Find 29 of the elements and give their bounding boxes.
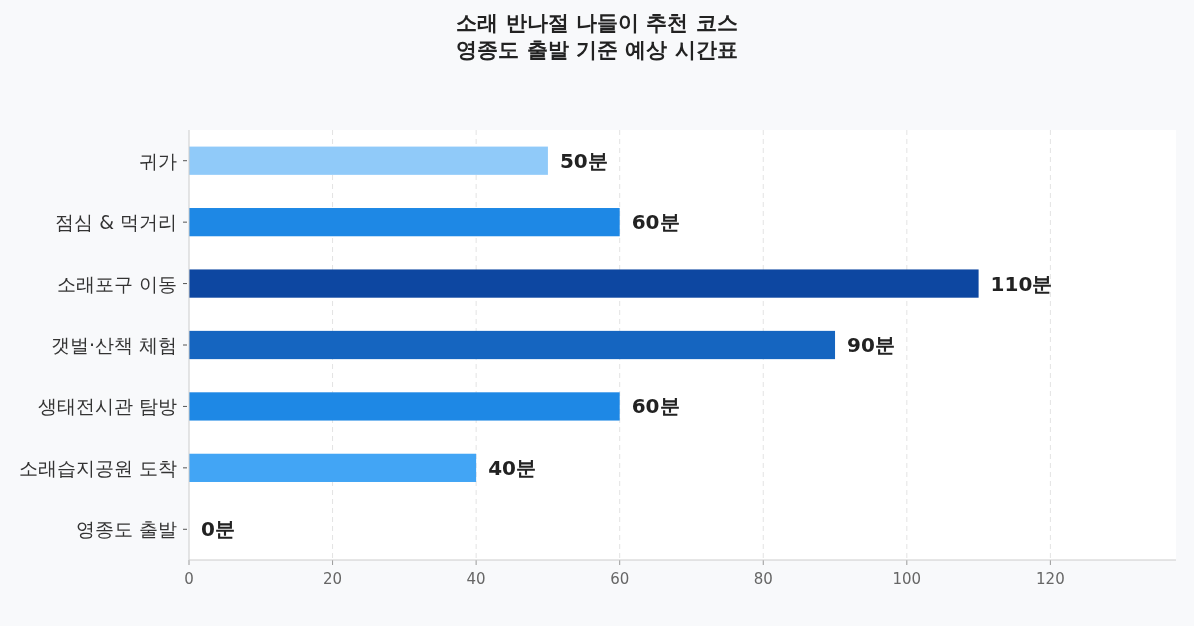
x-tick-label: 80 bbox=[753, 570, 773, 588]
data-label: 60분 bbox=[631, 394, 680, 419]
chart-title: 소래 반나절 나들이 추천 코스 bbox=[456, 11, 738, 35]
bar bbox=[189, 146, 548, 175]
data-label: 0분 bbox=[201, 517, 235, 542]
bar bbox=[189, 269, 979, 298]
x-tick-label: 40 bbox=[466, 570, 486, 588]
y-tick-label: 갯벌·산책 체험 bbox=[50, 334, 177, 356]
y-tick-label: 영종도 출발 bbox=[75, 518, 177, 541]
bar bbox=[189, 330, 836, 360]
y-tick-label: 귀가 bbox=[139, 149, 177, 172]
y-tick-label: 소래습지공원 도착 bbox=[18, 456, 177, 479]
bar bbox=[189, 392, 620, 421]
x-tick-label: 60 bbox=[610, 570, 630, 588]
data-label: 60분 bbox=[631, 210, 680, 235]
chart-subtitle: 영종도 출발 기준 예상 시간표 bbox=[456, 38, 738, 62]
bar bbox=[189, 208, 620, 237]
data-label: 110분 bbox=[990, 271, 1053, 296]
y-tick-label: 생태전시관 탐방 bbox=[37, 395, 177, 418]
y-tick-label: 소래포구 이동 bbox=[56, 272, 177, 295]
data-label: 90분 bbox=[847, 333, 895, 357]
bar bbox=[189, 453, 477, 482]
x-tick-label: 120 bbox=[1036, 570, 1065, 588]
data-label: 50분 bbox=[559, 148, 608, 173]
data-label: 40분 bbox=[488, 455, 536, 480]
x-tick-label: 20 bbox=[323, 570, 343, 588]
y-tick-label: 점심 & 먹거리 bbox=[55, 211, 177, 234]
x-tick-label: 0 bbox=[184, 570, 194, 588]
x-tick-label: 100 bbox=[892, 570, 922, 588]
